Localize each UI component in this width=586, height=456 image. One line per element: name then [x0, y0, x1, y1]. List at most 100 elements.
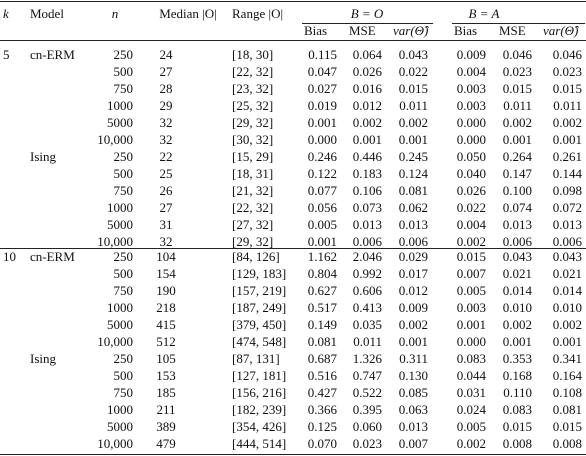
table-cell: 1000 [107, 402, 133, 417]
table-cell: 0.002 [456, 234, 486, 249]
table-cell: 0.023 [552, 64, 582, 79]
table-cell: 0.010 [502, 300, 532, 315]
table-cell: 0.446 [352, 149, 382, 164]
table-cell: 0.002 [502, 115, 532, 130]
table-cell: 27 [159, 64, 173, 79]
table-cell: 0.264 [502, 149, 532, 164]
table-cell: 750 [113, 81, 134, 96]
table-cell: 250 [113, 351, 134, 366]
table-cell: 5000 [107, 419, 133, 434]
table-cell: 0.001 [502, 132, 532, 147]
table-cell: 0.015 [456, 249, 486, 264]
table-cell: 0.015 [552, 419, 582, 434]
table-cell: 0.017 [398, 266, 428, 281]
table-cell: 0.245 [398, 149, 428, 164]
table-cell: 0.001 [307, 115, 337, 130]
header-model: Model [30, 6, 64, 21]
group-rule [452, 23, 585, 24]
table-cell: 218 [156, 300, 176, 315]
table-cell: 0.024 [456, 402, 486, 417]
table-cell: 10,000 [97, 132, 133, 147]
table-cell: 0.012 [398, 283, 428, 298]
table-cell: 10,000 [97, 334, 133, 349]
table-cell: 0.516 [307, 368, 337, 383]
table-cell: 0.108 [552, 385, 582, 400]
table-cell: 0.005 [456, 419, 486, 434]
table-cell: 0.001 [552, 132, 582, 147]
table-cell: 0.021 [552, 266, 582, 281]
table-cell: 0.081 [552, 402, 582, 417]
table-cell: 250 [113, 47, 134, 62]
table-cell: 0.009 [398, 300, 428, 315]
header-sub: var(Θ̂) [393, 23, 429, 38]
table-cell: [156, 216] [232, 385, 287, 400]
table-cell: 0.002 [502, 317, 532, 332]
table-cell: 0.023 [352, 436, 382, 451]
model-name: Ising [30, 351, 56, 366]
table-cell: 0.130 [398, 368, 428, 383]
header-group: B = O [350, 6, 384, 21]
table-cell: 0.008 [552, 436, 582, 451]
table-cell: 0.014 [502, 283, 532, 298]
table-cell: 0.081 [398, 183, 428, 198]
table-cell: [84, 126] [232, 249, 280, 264]
table-cell: 0.606 [352, 283, 382, 298]
table-cell: 0.311 [399, 351, 428, 366]
table-cell: 0.004 [456, 64, 486, 79]
table-cell: 0.005 [307, 217, 337, 232]
table-cell: 0.011 [553, 98, 582, 113]
table-cell: 0.046 [502, 47, 532, 62]
table-cell: 211 [156, 402, 176, 417]
table-cell: 154 [156, 266, 176, 281]
table-cell: 0.011 [399, 98, 428, 113]
top-rule [0, 1, 586, 2]
table-cell: [157, 219] [232, 283, 287, 298]
table-cell: 0.517 [307, 300, 337, 315]
table-cell: 0.040 [456, 166, 486, 181]
table-cell: 0.006 [502, 234, 532, 249]
table-cell: 0.147 [502, 166, 532, 181]
table-cell: 0.246 [307, 149, 337, 164]
table-cell: 0.043 [398, 47, 428, 62]
table-cell: 5000 [107, 115, 133, 130]
table-cell: 0.149 [307, 317, 337, 332]
table-cell: [182, 239] [232, 402, 287, 417]
table-cell: 415 [156, 317, 176, 332]
table-cell: 0.081 [307, 334, 337, 349]
header-sub: var(Θ̂) [543, 23, 579, 38]
table-cell: 190 [156, 283, 176, 298]
table-cell: 1000 [107, 300, 133, 315]
table-cell: 0.012 [352, 98, 382, 113]
table-cell: 105 [156, 351, 176, 366]
table-cell: 750 [113, 283, 134, 298]
table-cell: [127, 181] [232, 368, 287, 383]
table-cell: 0.001 [456, 317, 486, 332]
table-cell: 0.015 [502, 419, 532, 434]
table-cell: 0.083 [456, 351, 486, 366]
table-cell: 0.100 [502, 183, 532, 198]
table-cell: 29 [159, 98, 173, 113]
table-cell: 0.522 [352, 385, 382, 400]
table-cell: 28 [159, 81, 173, 96]
table-cell: 0.007 [398, 436, 428, 451]
table-cell: 0.013 [398, 217, 428, 232]
table-cell: [15, 29] [232, 149, 274, 164]
table-cell: 0.063 [398, 402, 428, 417]
table-cell: 750 [113, 385, 134, 400]
table-cell: 500 [113, 368, 134, 383]
table-cell: 0.353 [502, 351, 532, 366]
group-rule [302, 23, 433, 24]
table-cell: 32 [159, 132, 173, 147]
table-cell: 10,000 [97, 436, 133, 451]
table-cell: 0.009 [456, 47, 486, 62]
table-cell: 0.395 [352, 402, 382, 417]
table-cell: 0.366 [307, 402, 337, 417]
table-cell: 0.992 [352, 266, 382, 281]
table-cell: 0.000 [307, 132, 337, 147]
table-cell: 0.073 [352, 200, 382, 215]
header-rule [0, 40, 586, 41]
table-cell: 0.125 [307, 419, 337, 434]
table-cell: 0.168 [502, 368, 532, 383]
model-name: cn-ERM [30, 249, 75, 264]
header-k: k [3, 6, 9, 21]
